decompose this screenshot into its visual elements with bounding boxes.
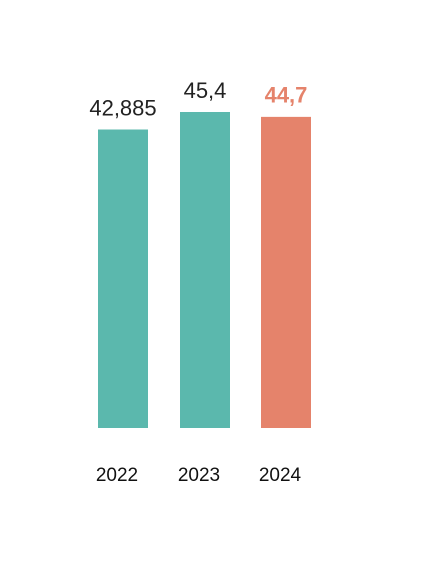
x-tick-label: 2022 bbox=[96, 465, 138, 486]
bar bbox=[180, 112, 230, 428]
x-tick-label: 2024 bbox=[259, 465, 302, 486]
value-label: 42,885 bbox=[89, 95, 156, 120]
x-tick-label: 2023 bbox=[178, 465, 220, 486]
value-label: 45,4 bbox=[184, 78, 227, 103]
value-label: 44,7 bbox=[265, 83, 308, 108]
bar bbox=[98, 129, 148, 428]
bar bbox=[261, 116, 311, 428]
